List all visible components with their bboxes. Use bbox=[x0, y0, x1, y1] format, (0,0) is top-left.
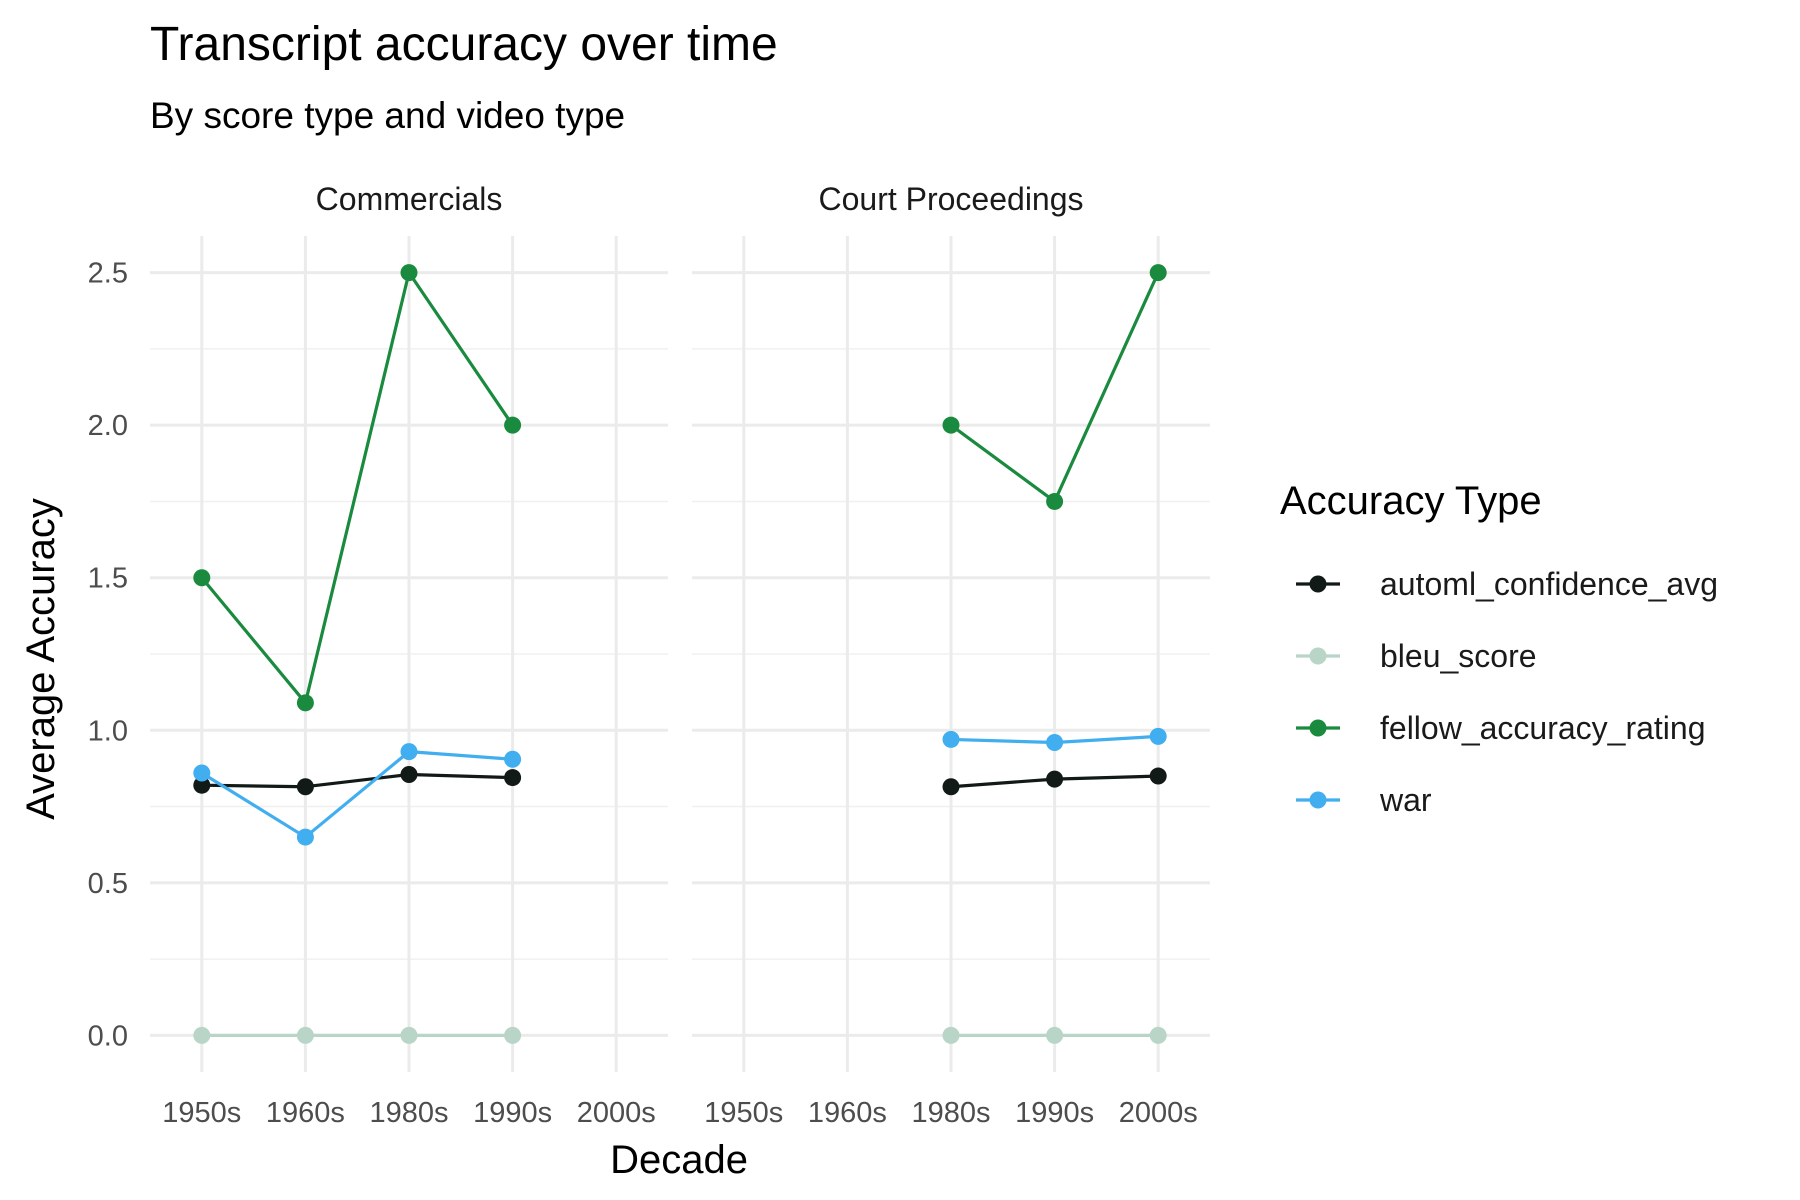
data-point bbox=[400, 1026, 418, 1044]
facet-panel-2: Court Proceedings 1950s 1960s 1980s 1990s 200… bbox=[692, 181, 1210, 1129]
legend-label: fellow_accuracy_rating bbox=[1380, 710, 1706, 746]
facet-strip-label: Court Proceedings bbox=[818, 181, 1083, 217]
data-point bbox=[942, 778, 960, 796]
y-tick-label: 1.0 bbox=[88, 715, 128, 747]
legend-key-point bbox=[1309, 791, 1327, 809]
x-tick-label: 2000s bbox=[577, 1097, 656, 1129]
legend-key-point bbox=[1309, 719, 1327, 737]
data-point bbox=[504, 769, 522, 787]
series-war bbox=[193, 743, 522, 846]
data-point bbox=[296, 778, 314, 796]
x-tick-label: 2000s bbox=[1119, 1097, 1198, 1129]
legend-key-point bbox=[1309, 575, 1327, 593]
legend-items: automl_confidence_avg bleu_score fellow_ac… bbox=[1296, 566, 1718, 818]
data-point bbox=[400, 264, 418, 282]
data-point bbox=[504, 1026, 522, 1044]
x-tick-label: 1990s bbox=[473, 1097, 552, 1129]
data-point bbox=[504, 750, 522, 768]
series-automl-confidence-avg bbox=[193, 766, 522, 796]
data-point bbox=[193, 1026, 211, 1044]
series-fellow-accuracy-rating bbox=[193, 264, 522, 712]
data-point bbox=[1046, 1026, 1064, 1044]
y-tick-label: 1.5 bbox=[88, 563, 128, 595]
series-war bbox=[942, 727, 1167, 751]
facet-strip-label: Commercials bbox=[316, 181, 503, 217]
data-point bbox=[193, 776, 211, 794]
data-point bbox=[504, 416, 522, 434]
data-point bbox=[942, 730, 960, 748]
legend-item-bleu-score: bleu_score bbox=[1296, 638, 1537, 674]
x-axis-ticks: 1950s 1960s 1980s 1990s 2000s bbox=[162, 1097, 655, 1129]
x-tick-label: 1980s bbox=[911, 1097, 990, 1129]
data-point bbox=[942, 416, 960, 434]
legend-label: war bbox=[1379, 782, 1432, 818]
data-point bbox=[1149, 1026, 1167, 1044]
data-point bbox=[1149, 727, 1167, 745]
y-tick-label: 0.5 bbox=[88, 868, 128, 900]
x-axis-ticks: 1950s 1960s 1980s 1990s 2000s bbox=[704, 1097, 1197, 1129]
y-tick-label: 2.0 bbox=[88, 410, 128, 442]
data-point bbox=[1149, 767, 1167, 785]
y-axis-ticks: 0.0 0.5 1.0 1.5 2.0 2.5 bbox=[88, 258, 128, 1053]
data-point bbox=[296, 828, 314, 846]
series-line bbox=[200, 750, 513, 839]
legend-label: automl_confidence_avg bbox=[1380, 566, 1718, 602]
series-automl-confidence-avg bbox=[942, 767, 1167, 796]
legend-item-fellow-accuracy-rating: fellow_accuracy_rating bbox=[1296, 710, 1706, 746]
data-point bbox=[400, 743, 418, 761]
data-point bbox=[1046, 492, 1064, 510]
x-tick-label: 1950s bbox=[704, 1097, 783, 1129]
data-point bbox=[296, 1026, 314, 1044]
data-point bbox=[942, 1026, 960, 1044]
y-tick-label: 0.0 bbox=[88, 1020, 128, 1052]
legend-item-automl-confidence-avg: automl_confidence_avg bbox=[1296, 566, 1718, 602]
series-fellow-accuracy-rating bbox=[942, 264, 1167, 510]
series-bleu-score bbox=[193, 1026, 522, 1044]
legend-key-point bbox=[1309, 647, 1327, 665]
legend-label: bleu_score bbox=[1380, 638, 1537, 674]
legend-item-war: war bbox=[1296, 782, 1432, 818]
legend-title: Accuracy Type bbox=[1280, 479, 1542, 523]
facet-panel-1: Commercials 1950s 1960s 1980s 1990s 2000s bbox=[150, 181, 668, 1129]
chart-subtitle: By score type and video type bbox=[150, 95, 625, 136]
data-point bbox=[296, 694, 314, 712]
x-axis-title: Decade bbox=[610, 1138, 748, 1182]
y-axis-title: Average Accuracy bbox=[19, 498, 63, 820]
x-tick-label: 1950s bbox=[162, 1097, 241, 1129]
series-bleu-score bbox=[942, 1026, 1167, 1044]
x-tick-label: 1960s bbox=[808, 1097, 887, 1129]
y-tick-label: 2.5 bbox=[88, 258, 128, 290]
series-line bbox=[201, 772, 513, 789]
data-point bbox=[1046, 770, 1064, 788]
data-point bbox=[193, 569, 211, 587]
series-line bbox=[200, 271, 514, 705]
x-tick-label: 1960s bbox=[266, 1097, 345, 1129]
x-tick-label: 1990s bbox=[1015, 1097, 1094, 1129]
data-point bbox=[1149, 264, 1167, 282]
data-point bbox=[193, 764, 211, 782]
chart-title: Transcript accuracy over time bbox=[150, 18, 778, 71]
data-point bbox=[400, 766, 418, 784]
x-tick-label: 1980s bbox=[369, 1097, 448, 1129]
legend: Accuracy Type automl_confidence_avg bleu_… bbox=[1280, 479, 1718, 818]
data-point bbox=[1046, 733, 1064, 751]
